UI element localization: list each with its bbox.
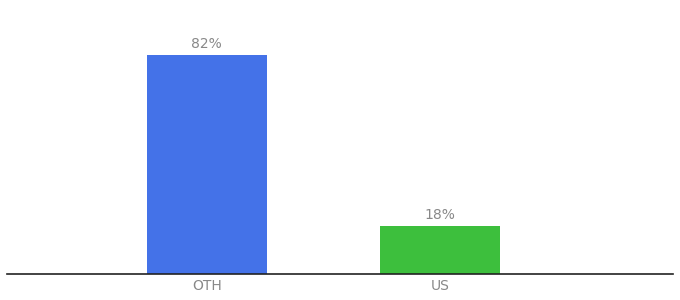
Text: 18%: 18%	[424, 208, 456, 222]
Bar	[147, 55, 267, 274]
Text: 82%: 82%	[191, 37, 222, 51]
Bar	[380, 226, 500, 274]
